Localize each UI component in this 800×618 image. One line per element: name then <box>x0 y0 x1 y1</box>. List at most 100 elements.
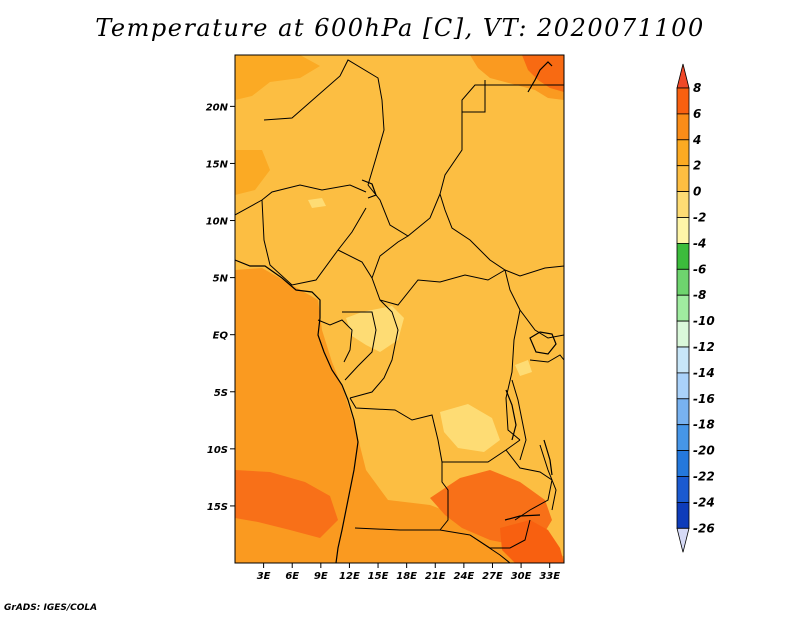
y-tick-label: 15S <box>207 502 228 513</box>
colorbar-segment <box>676 372 690 400</box>
colorbar-segment <box>676 501 690 529</box>
lake-malawi <box>543 439 553 476</box>
x-tick-label: 9E <box>314 571 328 582</box>
colorbar-label: -10 <box>693 314 715 328</box>
coastline <box>235 61 557 563</box>
colorbar-segment <box>676 450 690 477</box>
y-tick-label: 15N <box>206 159 229 170</box>
grads-credit: GrADS: IGES/COLA <box>4 603 98 613</box>
temperature-field <box>235 55 564 563</box>
coast-west-africa <box>235 259 359 563</box>
field-south-hot <box>235 470 338 538</box>
y-axis: 20N 15N 10N 5N EQ 5S 10S 15S <box>206 102 235 513</box>
border-gabon-congo <box>342 311 377 381</box>
colorbar-label: -16 <box>693 392 715 406</box>
x-tick-label: 21E <box>425 571 446 582</box>
y-tick-label: 10N <box>206 217 229 228</box>
x-tick-label: 30E <box>511 571 532 582</box>
colorbar-segment <box>676 346 690 374</box>
colorbar-top-arrow <box>676 63 690 89</box>
colorbar-label: -14 <box>693 366 715 380</box>
x-tick-label: 33E <box>539 571 560 582</box>
colorbar-segment <box>676 424 690 452</box>
country-boundaries <box>235 59 564 563</box>
colorbar-label: -2 <box>693 211 706 225</box>
x-tick-label: 6E <box>285 571 299 582</box>
border-libya-south <box>263 59 385 186</box>
colorbar-segment <box>676 87 690 115</box>
x-axis: 3E 6E 9E 12E 15E 18E 21E 24E 27E 30E 33E <box>257 563 560 582</box>
lake-tanganyika <box>505 389 517 441</box>
y-tick-label: 5N <box>213 274 229 285</box>
border-car-north <box>371 235 409 279</box>
border-cameroon-car <box>337 249 506 306</box>
colorbar-segment <box>676 217 690 244</box>
colorbar-label: -24 <box>693 495 715 509</box>
colorbar-segment <box>676 320 690 348</box>
border-east-africa <box>504 269 564 339</box>
border-lake-tanganyika <box>511 379 527 461</box>
border-angola-namibia <box>354 527 471 536</box>
colorbar-segment <box>676 476 690 503</box>
colorbar-label: -4 <box>693 236 706 250</box>
colorbar-label: 0 <box>693 185 701 199</box>
lake-chad <box>361 179 377 199</box>
coast-red-sea <box>527 61 553 93</box>
colorbar-segment <box>676 113 690 141</box>
field-west-warm <box>235 150 270 195</box>
border-tanzania <box>529 354 564 363</box>
map-frame <box>234 54 565 564</box>
colorbar-label: -22 <box>693 470 715 484</box>
colorbar-label: -8 <box>693 288 706 302</box>
border-drc-angola <box>349 397 521 463</box>
x-tick-label: 27E <box>482 571 503 582</box>
border-egypt-sudan <box>461 80 486 113</box>
colorbar-label: 8 <box>693 81 701 95</box>
colorbar-segment <box>676 398 690 426</box>
colorbar-label: 4 <box>692 133 701 147</box>
x-tick-label: 3E <box>257 571 271 582</box>
field-se-hot <box>500 520 564 563</box>
colorbar-segment <box>676 242 690 270</box>
border-gabon <box>317 319 353 363</box>
colorbar-bottom-arrow <box>676 527 690 553</box>
x-tick-label: 24E <box>453 571 474 582</box>
field-cool-dot1 <box>308 198 326 208</box>
border-nigeria-cameroon <box>261 199 367 286</box>
colorbar-label: 2 <box>693 159 701 173</box>
colorbar-segment <box>676 165 690 192</box>
y-tick-label: 10S <box>207 445 228 456</box>
border-drc-east <box>505 309 521 441</box>
colorbar-segment <box>676 139 690 167</box>
field-congo-cool <box>346 306 404 352</box>
colorbar-label: -6 <box>693 262 706 276</box>
y-tick-label: 20N <box>206 102 229 113</box>
colorbar-label: -20 <box>693 444 715 458</box>
border-malawi <box>539 444 557 511</box>
chart-title: Temperature at 600hPa [C], VT: 202007110… <box>95 14 705 42</box>
colorbar: 8 6 4 2 0 -2 -4 -6 -8 -10 -12 -14 -16 -18 -20 -22 -24 -26 <box>676 63 715 553</box>
colorbar-segment <box>676 268 690 296</box>
colorbar-label: 6 <box>693 107 701 121</box>
field-nw-warm <box>235 55 320 100</box>
border-sudan-south <box>439 193 564 277</box>
field-ne-hot <box>522 55 564 92</box>
colorbar-segment <box>676 191 690 218</box>
y-tick-label: EQ <box>213 331 229 342</box>
colorbar-label: -26 <box>693 521 715 535</box>
x-tick-label: 12E <box>339 571 360 582</box>
lake-kariba <box>504 514 541 521</box>
colorbar-label: -18 <box>693 418 715 432</box>
lake-victoria <box>529 331 557 355</box>
colorbar-label: -12 <box>693 340 715 354</box>
x-tick-label: 15E <box>368 571 389 582</box>
x-tick-label: 18E <box>396 571 417 582</box>
field-cool-dot2 <box>515 360 532 376</box>
colorbar-segment <box>676 294 690 322</box>
field-east-cool <box>440 404 500 452</box>
y-tick-label: 5S <box>214 388 228 399</box>
border-drc-north <box>349 299 399 399</box>
border-namibia-south <box>469 534 511 563</box>
border-angola-zambia <box>439 462 449 531</box>
